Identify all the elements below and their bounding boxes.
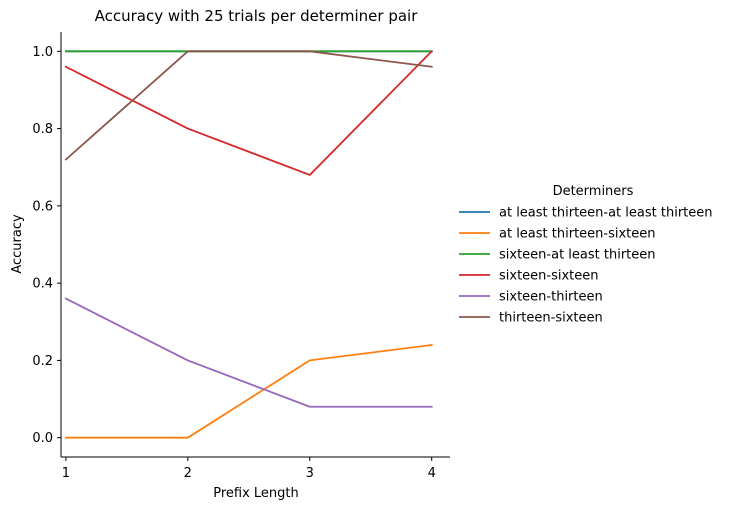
legend-items: at least thirteen-at least thirteen at le… [459, 206, 713, 326]
legend-label-thirteen-sixteen: thirteen-sixteen [499, 311, 603, 326]
x-tick-label: 2 [184, 466, 192, 481]
legend-label-sixteen-sixteen: sixteen-sixteen [499, 269, 599, 284]
chart-title: Accuracy with 25 trials per determiner p… [95, 7, 419, 25]
y-tick-label: 0.0 [32, 431, 53, 446]
plot-area: 1 2 3 4 0.0 0.2 0.4 0.6 0.8 1.0 [32, 32, 450, 481]
x-tick-label: 1 [62, 466, 70, 481]
series-line-sixteen-sixteen [64, 50, 433, 176]
x-axis-label: Prefix Length [213, 486, 299, 501]
series-line-at-least-thirteen-sixteen [64, 343, 433, 439]
y-axis-ticks: 0.0 0.2 0.4 0.6 0.8 1.0 [32, 45, 61, 446]
y-tick-label: 0.8 [32, 122, 53, 137]
x-axis-ticks: 1 2 3 4 [62, 457, 436, 481]
series-line-thirteen-sixteen [64, 50, 433, 161]
y-tick-label: 1.0 [32, 45, 53, 60]
x-tick-label: 3 [306, 466, 314, 481]
y-tick-label: 0.2 [32, 354, 53, 369]
legend-label-at-least-thirteen-at-least-thirteen: at least thirteen-at least thirteen [499, 206, 713, 221]
y-axis-label: Accuracy [10, 214, 25, 274]
x-tick-label: 4 [428, 466, 436, 481]
series-line-sixteen-thirteen [64, 297, 433, 408]
legend-title: Determiners [553, 184, 634, 199]
series-lines [64, 50, 433, 439]
legend-label-sixteen-at-least-thirteen: sixteen-at least thirteen [499, 248, 656, 263]
y-tick-label: 0.4 [32, 277, 53, 292]
legend-label-at-least-thirteen-sixteen: at least thirteen-sixteen [499, 227, 656, 242]
legend: Determiners at least thirteen-at least t… [459, 184, 713, 326]
legend-label-sixteen-thirteen: sixteen-thirteen [499, 290, 603, 305]
y-tick-label: 0.6 [32, 199, 53, 214]
